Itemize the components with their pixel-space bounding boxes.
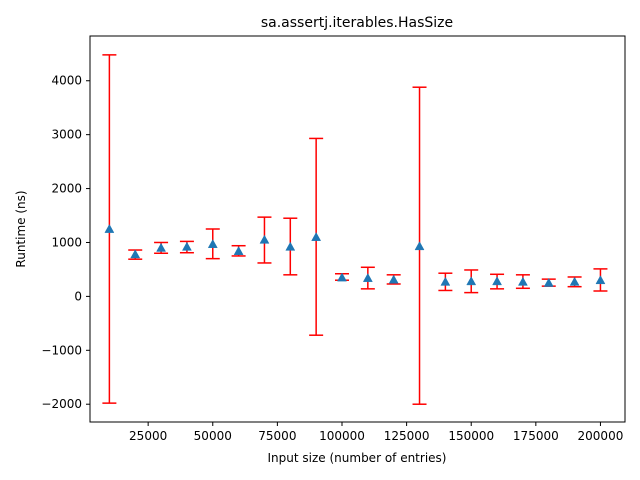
y-tick-label: −1000	[41, 343, 82, 357]
data-point-marker	[311, 232, 322, 241]
data-point-group	[231, 244, 246, 257]
data-point-group	[257, 216, 272, 264]
data-point-marker	[104, 223, 115, 233]
y-tick-label: 2000	[51, 182, 82, 196]
x-tick-label: 200000	[578, 429, 624, 443]
data-point-marker	[595, 275, 606, 285]
data-point-group	[309, 137, 324, 336]
x-tick-label: 175000	[513, 429, 559, 443]
y-tick-label: 3000	[51, 128, 82, 142]
chart-title: sa.assertj.iterables.HasSize	[261, 15, 453, 31]
data-point-group	[154, 241, 169, 255]
data-point-marker	[388, 274, 399, 284]
y-axis: −2000 −1000 0 1000 2000 3000 4000	[41, 74, 90, 411]
plot-frame	[89, 35, 626, 423]
x-tick-label: 150000	[448, 429, 494, 443]
x-tick-label: 25000	[129, 429, 167, 443]
data-point-marker	[414, 241, 425, 251]
x-tick-label: 50000	[194, 429, 232, 443]
y-tick-label: 1000	[51, 235, 82, 249]
data-point-marker	[543, 277, 554, 287]
data-point-marker	[181, 241, 192, 251]
data-point-group	[438, 272, 453, 292]
y-tick-label: −2000	[41, 397, 82, 411]
data-point-group	[490, 273, 505, 290]
data-point-group	[541, 277, 556, 287]
data-point-marker	[569, 276, 580, 286]
data-point-marker	[259, 234, 270, 244]
data-point-group	[515, 274, 530, 290]
x-tick-label: 75000	[258, 429, 296, 443]
data-point-marker	[517, 276, 528, 286]
data-point-group	[334, 272, 349, 282]
x-tick-label: 100000	[319, 429, 365, 443]
data-point-marker	[337, 272, 347, 282]
data-point-group	[593, 268, 608, 292]
data-point-group	[386, 274, 401, 285]
x-tick-label: 125000	[384, 429, 430, 443]
x-axis-label: Input size (number of entries)	[268, 451, 447, 465]
y-axis-label: Runtime (ns)	[14, 190, 28, 267]
data-point-group	[128, 249, 143, 260]
data-point-marker	[466, 276, 477, 286]
data-point-group	[102, 54, 117, 404]
data-point-group	[567, 276, 582, 288]
data-point-group	[412, 86, 427, 405]
data-point-marker	[285, 241, 296, 251]
data-point-marker	[492, 276, 502, 286]
data-point-group	[179, 240, 194, 254]
data-point-marker	[156, 242, 166, 252]
data-point-marker	[130, 249, 141, 259]
data-point-group	[283, 217, 298, 276]
y-tick-label: 0	[74, 289, 82, 303]
data-point-group	[464, 269, 479, 294]
plot-area	[102, 54, 608, 405]
data-point-marker	[440, 276, 451, 286]
data-point-marker	[362, 273, 373, 282]
data-point-group	[205, 228, 220, 260]
data-point-group	[360, 266, 375, 290]
data-point-marker	[207, 239, 218, 248]
data-point-marker	[233, 246, 244, 255]
x-axis: 25000 50000 75000 100000 125000 150000 175000 2…	[129, 422, 623, 443]
y-tick-label: 4000	[51, 74, 82, 88]
